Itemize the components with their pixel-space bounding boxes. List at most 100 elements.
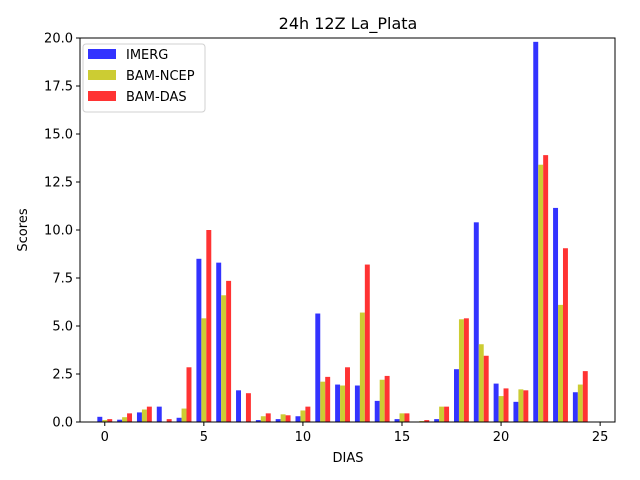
y-tick-label: 7.5 xyxy=(52,272,73,287)
legend: IMERG BAM-NCEP BAM-DAS xyxy=(82,43,206,113)
x-axis-label: DIAS xyxy=(333,451,364,466)
bar-imerg-2 xyxy=(136,412,142,422)
y-tick-label: 17.5 xyxy=(44,80,73,95)
bar-bam-das-18 xyxy=(463,318,469,422)
y-tick-label: 12.5 xyxy=(44,176,73,191)
x-axis: 0 5 10 15 20 25 xyxy=(101,422,609,445)
bar-bam-das-5 xyxy=(206,230,212,422)
x-tick-label: 10 xyxy=(295,430,312,445)
bar-bam-ncep-15 xyxy=(399,413,405,422)
bar-bam-ncep-23 xyxy=(558,304,563,422)
bar-bam-das-10 xyxy=(305,406,311,422)
bar-bam-ncep-1 xyxy=(122,417,128,422)
bar-imerg-20 xyxy=(493,383,499,422)
bar-bam-das-7 xyxy=(245,393,251,422)
bar-imerg-10 xyxy=(295,416,301,422)
legend-swatch-imerg xyxy=(88,49,116,59)
y-tick-label: 2.5 xyxy=(52,368,73,383)
y-tick-label: 0.0 xyxy=(52,416,73,431)
bar-imerg-21 xyxy=(513,401,519,422)
bar-bam-ncep-24 xyxy=(577,384,583,422)
bar-imerg-22 xyxy=(533,41,539,423)
bar-bam-das-24 xyxy=(582,371,588,422)
bar-imerg-5 xyxy=(196,258,202,422)
bar-bam-das-22 xyxy=(543,155,549,422)
bar-imerg-15 xyxy=(394,419,400,422)
bar-bam-ncep-5 xyxy=(201,318,207,422)
bar-bam-das-2 xyxy=(146,406,152,422)
y-tick-label: 20.0 xyxy=(44,32,73,47)
bar-imerg-3 xyxy=(156,406,162,422)
x-tick-label: 5 xyxy=(200,430,208,445)
bar-imerg-11 xyxy=(315,313,321,422)
bar-bam-das-1 xyxy=(127,413,133,422)
bar-bam-das-21 xyxy=(523,390,529,422)
bar-bam-das-9 xyxy=(285,415,291,422)
bar-imerg-9 xyxy=(275,419,281,422)
bar-imerg-17 xyxy=(434,419,440,422)
legend-label-bam-ncep: BAM-NCEP xyxy=(126,69,195,84)
bar-bam-ncep-22 xyxy=(538,164,544,422)
bar-imerg-13 xyxy=(354,385,360,422)
bar-bam-das-19 xyxy=(483,355,489,422)
bar-imerg-8 xyxy=(255,420,261,422)
bar-imerg-0 xyxy=(97,416,103,422)
x-tick-label: 20 xyxy=(493,430,510,445)
bar-bam-ncep-17 xyxy=(439,406,445,422)
legend-label-bam-das: BAM-DAS xyxy=(126,90,187,105)
bar-bam-das-4 xyxy=(186,367,192,422)
bar-bam-ncep-8 xyxy=(260,416,266,422)
bar-imerg-6 xyxy=(216,262,222,422)
y-axis: 0.0 2.5 5.0 7.5 10.0 12.5 15.0 17.5 20.0 xyxy=(44,32,80,431)
x-tick-label: 0 xyxy=(101,430,109,445)
bar-bam-das-15 xyxy=(404,413,410,422)
bar-bam-das-16 xyxy=(424,420,430,422)
bar-bam-ncep-12 xyxy=(340,385,346,422)
bar-imerg-7 xyxy=(236,390,241,422)
bar-bam-ncep-19 xyxy=(478,344,484,422)
bar-bam-das-3 xyxy=(166,419,172,422)
bar-imerg-4 xyxy=(176,417,182,422)
bar-bam-das-23 xyxy=(562,248,568,422)
y-tick-label: 5.0 xyxy=(52,320,73,335)
bar-bam-das-11 xyxy=(325,376,331,422)
bar-bam-das-6 xyxy=(226,280,232,422)
y-axis-label: Scores xyxy=(16,208,31,251)
bar-bam-ncep-21 xyxy=(518,389,524,422)
bar-bam-ncep-20 xyxy=(498,396,504,422)
x-tick-label: 15 xyxy=(394,430,411,445)
bar-imerg-24 xyxy=(572,392,578,422)
bar-bam-das-20 xyxy=(503,388,509,422)
bar-imerg-14 xyxy=(374,400,380,422)
bar-bam-ncep-6 xyxy=(221,295,227,422)
bar-bam-ncep-10 xyxy=(300,410,306,422)
plot-bars xyxy=(97,41,588,423)
bar-bam-ncep-11 xyxy=(320,381,326,422)
bar-imerg-23 xyxy=(553,207,559,422)
bar-bam-das-12 xyxy=(345,367,350,422)
x-tick-label: 25 xyxy=(592,430,609,445)
bar-bam-das-17 xyxy=(444,406,450,422)
bar-imerg-19 xyxy=(473,222,479,422)
legend-label-imerg: IMERG xyxy=(126,48,168,63)
legend-swatch-bam-das xyxy=(88,91,116,101)
bar-bam-das-8 xyxy=(265,413,271,422)
bar-bam-ncep-0 xyxy=(102,420,108,422)
y-tick-label: 10.0 xyxy=(44,224,73,239)
bar-imerg-12 xyxy=(335,384,341,422)
bar-bam-das-13 xyxy=(364,264,370,422)
bar-bam-das-0 xyxy=(107,419,113,422)
bar-bam-ncep-18 xyxy=(458,319,464,422)
bar-bam-ncep-4 xyxy=(181,408,187,422)
chart-title: 24h 12Z La_Plata xyxy=(279,14,418,34)
bar-imerg-1 xyxy=(117,419,123,422)
bar-bam-ncep-14 xyxy=(379,379,385,422)
bar-bam-ncep-9 xyxy=(280,414,286,422)
bar-bam-ncep-2 xyxy=(141,409,147,422)
bar-imerg-18 xyxy=(454,369,459,422)
bar-bam-ncep-13 xyxy=(359,312,365,422)
legend-swatch-bam-ncep xyxy=(88,70,116,80)
bar-bam-das-14 xyxy=(384,375,390,422)
y-tick-label: 15.0 xyxy=(44,128,73,143)
